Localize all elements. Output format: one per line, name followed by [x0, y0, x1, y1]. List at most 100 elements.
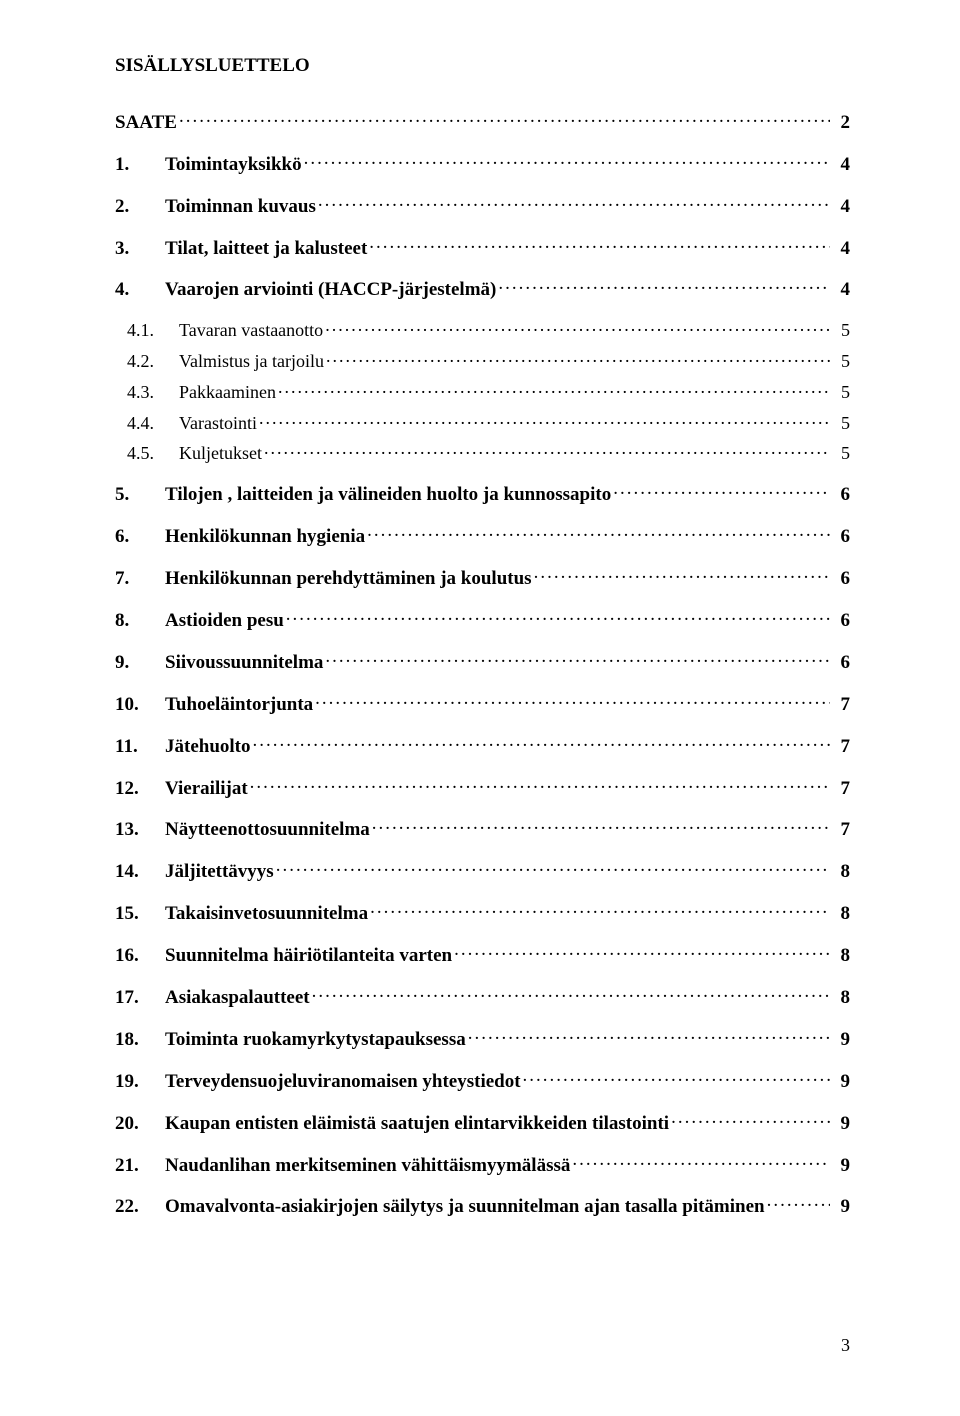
toc-entry-page: 6 [832, 568, 850, 590]
toc-row: 15.Takaisinvetosuunnitelma8 [115, 898, 850, 925]
toc-row: 4.4. Varastointi5 [115, 409, 850, 434]
toc-row: 13.Näytteenottosuunnitelma 7 [115, 815, 850, 842]
toc-entry-page: 8 [832, 903, 850, 925]
toc-leader-dots [325, 647, 830, 668]
toc-leader-dots [312, 982, 830, 1003]
toc-entry-title: Näytteenottosuunnitelma [165, 819, 370, 841]
toc-entry-page: 5 [832, 382, 850, 403]
toc-leader-dots [671, 1108, 830, 1129]
toc-leader-dots [318, 191, 830, 212]
toc-entry-title: Tilat, laitteet ja kalusteet [165, 238, 367, 260]
toc-leader-dots [325, 316, 830, 336]
toc-entry-title: Asiakaspalautteet [165, 987, 310, 1009]
toc-entry-page: 9 [832, 1029, 850, 1051]
toc-leader-dots [767, 1192, 830, 1213]
toc-row: 22.Omavalvonta-asiakirjojen säilytys ja … [115, 1192, 850, 1219]
toc-row: 17.Asiakaspalautteet8 [115, 982, 850, 1009]
toc-leader-dots [613, 479, 830, 500]
toc-entry-title: Omavalvonta-asiakirjojen säilytys ja suu… [165, 1196, 765, 1218]
toc-entry-title: Kaupan entisten eläimistä saatujen elint… [165, 1113, 669, 1135]
toc-leader-dots [468, 1024, 830, 1045]
toc-entry-page: 7 [832, 694, 850, 716]
toc-entry-number: 8. [115, 610, 165, 632]
table-of-contents: SAATE 2 1.Toimintayksikkö4 2.Toiminnan kuva… [115, 107, 850, 1218]
toc-entry-title: Varastointi [179, 413, 257, 434]
toc-leader-dots [276, 856, 830, 877]
toc-entry-title: Vierailijat [165, 778, 248, 800]
toc-entry-title: Toiminta ruokamyrkytystapauksessa [165, 1029, 466, 1051]
toc-entry-number: 4.4. [115, 413, 179, 434]
toc-heading: SISÄLLYSLUETTELO [115, 55, 850, 77]
toc-entry-title: Naudanlihan merkitseminen vähittäismyymä… [165, 1155, 570, 1177]
toc-entry-title: Pakkaaminen [179, 382, 276, 403]
toc-row: 11.Jätehuolto7 [115, 731, 850, 758]
toc-leader-dots [498, 275, 830, 296]
toc-row: 10.Tuhoeläintorjunta 7 [115, 689, 850, 716]
toc-entry-page: 4 [832, 279, 850, 301]
toc-row: 5.Tilojen , laitteiden ja välineiden huo… [115, 479, 850, 506]
toc-leader-dots [372, 815, 830, 836]
toc-entry-page: 4 [832, 238, 850, 260]
toc-entry-title: Terveydensuojeluviranomaisen yhteystiedo… [165, 1071, 521, 1093]
toc-row: 9.Siivoussuunnitelma6 [115, 647, 850, 674]
toc-leader-dots [259, 409, 830, 429]
toc-entry-number: 4.5. [115, 443, 179, 464]
toc-entry-number: 2. [115, 196, 165, 218]
toc-entry-title: Vaarojen arviointi (HACCP-järjestelmä) [165, 279, 496, 301]
toc-leader-dots [572, 1150, 830, 1171]
toc-entry-number: 16. [115, 945, 165, 967]
toc-entry-number: 4.2. [115, 351, 179, 372]
toc-row: 4.Vaarojen arviointi (HACCP-järjestelmä)… [115, 275, 850, 302]
toc-entry-number: 14. [115, 861, 165, 883]
toc-leader-dots [286, 605, 830, 626]
toc-row: 21.Naudanlihan merkitseminen vähittäismy… [115, 1150, 850, 1177]
toc-entry-page: 6 [832, 484, 850, 506]
toc-entry-number: 12. [115, 778, 165, 800]
toc-leader-dots [264, 440, 830, 460]
toc-leader-dots [315, 689, 830, 710]
toc-leader-dots [179, 107, 830, 128]
toc-entry-title: Valmistus ja tarjoilu [179, 351, 324, 372]
toc-entry-title: Takaisinvetosuunnitelma [165, 903, 368, 925]
toc-leader-dots [250, 773, 830, 794]
toc-entry-title: Henkilökunnan hygienia [165, 526, 365, 548]
toc-entry-title: SAATE [115, 112, 177, 134]
toc-entry-number: 4.3. [115, 382, 179, 403]
toc-entry-number: 13. [115, 819, 165, 841]
toc-row: 7.Henkilökunnan perehdyttäminen ja koulu… [115, 563, 850, 590]
page-number: 3 [841, 1335, 850, 1356]
toc-entry-number: 5. [115, 484, 165, 506]
toc-entry-title: Siivoussuunnitelma [165, 652, 323, 674]
toc-entry-title: Tuhoeläintorjunta [165, 694, 313, 716]
toc-entry-page: 9 [832, 1113, 850, 1135]
toc-entry-page: 8 [832, 987, 850, 1009]
toc-row: 4.1.Tavaran vastaanotto5 [115, 316, 850, 341]
toc-entry-number: 21. [115, 1155, 165, 1177]
toc-row: 20.Kaupan entisten eläimistä saatujen el… [115, 1108, 850, 1135]
toc-entry-title: Kuljetukset [179, 443, 262, 464]
toc-row: 3.Tilat, laitteet ja kalusteet4 [115, 233, 850, 260]
toc-row: 16.Suunnitelma häiriötilanteita varten8 [115, 940, 850, 967]
toc-entry-title: Toiminnan kuvaus [165, 196, 316, 218]
toc-entry-number: 10. [115, 694, 165, 716]
toc-entry-page: 2 [832, 112, 850, 134]
toc-row: 1.Toimintayksikkö4 [115, 149, 850, 176]
toc-row: 4.2. Valmistus ja tarjoilu5 [115, 347, 850, 372]
toc-row: 8.Astioiden pesu 6 [115, 605, 850, 632]
toc-row: 14.Jäljitettävyys8 [115, 856, 850, 883]
toc-entry-number: 20. [115, 1113, 165, 1135]
toc-row: 6.Henkilökunnan hygienia6 [115, 521, 850, 548]
toc-entry-number: 4. [115, 279, 165, 301]
toc-entry-page: 8 [832, 861, 850, 883]
toc-entry-page: 6 [832, 610, 850, 632]
toc-entry-page: 7 [832, 819, 850, 841]
toc-entry-title: Astioiden pesu [165, 610, 284, 632]
toc-entry-page: 6 [832, 652, 850, 674]
toc-leader-dots [454, 940, 830, 961]
toc-entry-title: Tilojen , laitteiden ja välineiden huolt… [165, 484, 611, 506]
toc-entry-page: 6 [832, 526, 850, 548]
toc-entry-title: Henkilökunnan perehdyttäminen ja koulutu… [165, 568, 532, 590]
toc-entry-page: 5 [832, 443, 850, 464]
toc-entry-title: Tavaran vastaanotto [179, 320, 323, 341]
toc-leader-dots [370, 898, 830, 919]
